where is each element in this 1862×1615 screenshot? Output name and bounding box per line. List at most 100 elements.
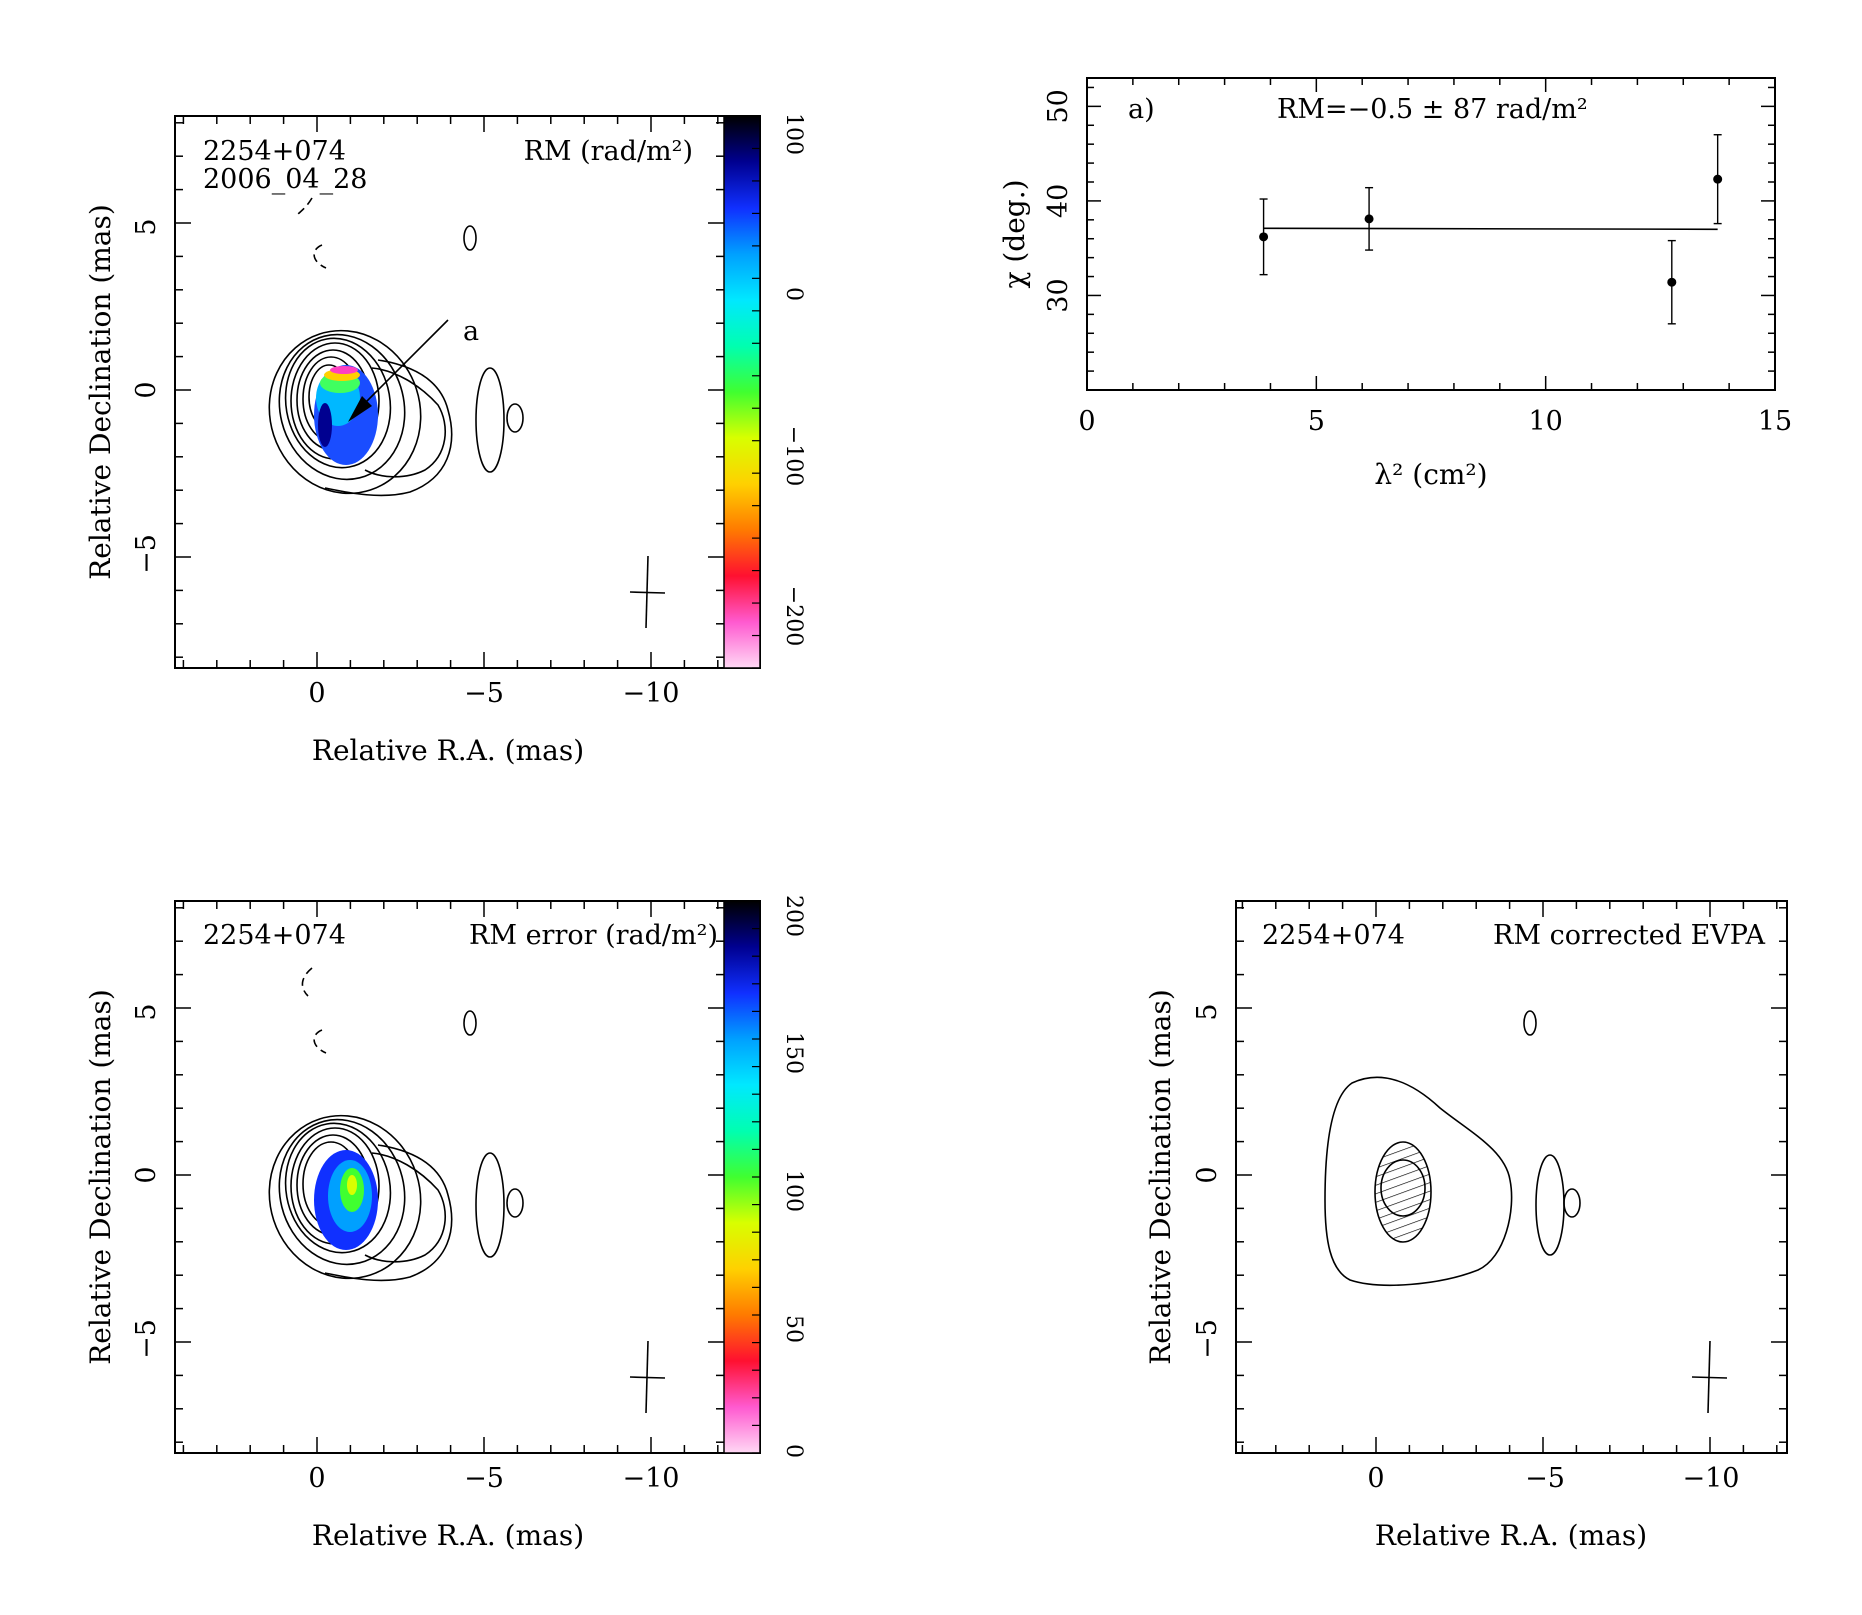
evpa-map-xticklabels: 0 −5 −10: [1367, 1463, 1739, 1494]
y-tick-label: 40: [1043, 184, 1074, 218]
y-tick-label: 5: [131, 1003, 162, 1020]
arrow-shaft: [357, 319, 449, 411]
rm-colorbar-label: −200: [781, 586, 806, 646]
x-tick-label: −5: [1525, 1463, 1565, 1494]
rm-map-source: 2254+074: [203, 136, 346, 167]
y-tick-label: 50: [1043, 89, 1074, 123]
contour-knot: [1535, 1154, 1565, 1256]
rm-map-xticklabels: 0 −5 −10: [308, 678, 679, 709]
rm-map-color-blob: [314, 365, 378, 465]
rm-error-colorbar-label: 0: [781, 1444, 806, 1458]
beam-minor: [1691, 1376, 1728, 1379]
rm-fit-yticklabels: 30 40 50: [1043, 89, 1074, 312]
x-tick-label: 15: [1758, 406, 1792, 437]
rm-error-map-yticklabels: −5 0 5: [131, 1003, 162, 1359]
rm-colorbar-label: −100: [781, 426, 806, 486]
x-tick-label: −10: [623, 678, 680, 709]
contour-knot-small: [506, 1188, 524, 1218]
y-tick-label: 0: [131, 381, 162, 398]
rm-blob-dark: [318, 403, 332, 447]
contour-knot-small: [506, 403, 524, 433]
x-tick-label: −5: [464, 678, 504, 709]
rm-error-map-tick-marks: [175, 901, 724, 1453]
rm-error-map-ylabel: Relative Declination (mas): [84, 989, 117, 1365]
rm-map-tick-marks: [175, 116, 724, 668]
rm-error-map-frame: [174, 900, 761, 1454]
contour-knot: [475, 367, 505, 473]
data-point: [1713, 174, 1723, 184]
contour-jet: [364, 367, 446, 478]
data-point: [1667, 277, 1677, 287]
rm-fit-xticklabels: 0 5 10 15: [1078, 406, 1792, 437]
rm-error-color-blob: [314, 1150, 378, 1250]
contour-negative: [301, 967, 313, 997]
rm-error-colorbar-label: 100: [781, 1170, 806, 1212]
x-tick-label: 0: [1078, 406, 1095, 437]
rm-map-ylabel: Relative Declination (mas): [84, 204, 117, 580]
evpa-map-source: 2254+074: [1262, 920, 1405, 951]
rm-fit-frame: [1086, 77, 1776, 391]
contour-negative: [313, 244, 327, 269]
y-tick-label: 5: [131, 218, 162, 235]
evpa-map-frame: [1235, 900, 1788, 1454]
x-tick-label: 10: [1528, 406, 1562, 437]
x-tick-label: 0: [308, 1463, 325, 1494]
x-tick-label: 0: [308, 678, 325, 709]
rm-map-frame: [174, 115, 761, 669]
rm-colorbar-label: 100: [781, 113, 806, 155]
contour-outer: [268, 329, 422, 495]
rm-map-contours: [268, 197, 524, 497]
rm-error-map-quantity-label: RM error (rad/m²): [469, 920, 718, 951]
evpa-map-quantity-label: RM corrected EVPA: [1493, 920, 1765, 951]
rm-blob-magenta: [330, 366, 358, 374]
rm-fit-points: [1259, 134, 1723, 325]
contour-jet: [364, 1152, 446, 1263]
rm-fit-tick-marks: [1086, 78, 1776, 390]
evpa-map-panel: 2254+074 RM corrected EVPA 0 −5 −10 −5 0…: [1144, 900, 1788, 1552]
rm-error-map-beam: [629, 1340, 666, 1414]
rm-map-panel: a 2254+074 2006_04_28 RM (rad/m²) 0 −5 −…: [84, 113, 806, 767]
x-tick-label: 5: [1308, 406, 1325, 437]
contour: [278, 333, 406, 481]
rm-map-xlabel: Relative R.A. (mas): [312, 734, 584, 767]
rm-error-colorbar-label: 200: [781, 895, 806, 937]
rm-error-colorbar: 200 150 100 50 0: [723, 895, 806, 1458]
rm-map-quantity-label: RM (rad/m²): [524, 136, 693, 167]
contour-outer: [268, 1114, 422, 1280]
contour-small: [463, 1010, 477, 1036]
beam-minor: [629, 1376, 666, 1379]
evpa-map-xlabel: Relative R.A. (mas): [1375, 1519, 1647, 1552]
rm-colorbar-fill: [723, 115, 761, 669]
x-tick-label: −10: [1683, 1463, 1740, 1494]
rm-fit-panel-label: a): [1128, 94, 1155, 125]
contour-jet-outer: [324, 359, 453, 497]
contour: [284, 1122, 392, 1254]
data-point: [1259, 232, 1269, 242]
contour-outer: [1324, 1076, 1513, 1286]
contour-jet-outer: [324, 1144, 453, 1282]
rm-fit-panel: 0 5 10 15 30 40 50 a) RM=−0.5 ± 87 rad/m² λ² …: [998, 77, 1792, 491]
rm-map-arrow: a: [348, 316, 479, 422]
y-tick-label: 30: [1043, 278, 1074, 312]
rm-fit-xlabel: λ² (cm²): [1374, 458, 1487, 491]
rm-error-colorbar-label: 50: [781, 1315, 806, 1343]
rm-error-map-source: 2254+074: [203, 920, 346, 951]
contour: [278, 1118, 406, 1266]
rm-colorbar: 100 0 −100 −200: [723, 113, 806, 669]
contour-knot: [475, 1152, 505, 1258]
y-tick-label: −5: [1192, 1319, 1223, 1359]
rm-fit-value: RM=−0.5 ± 87 rad/m²: [1277, 94, 1588, 125]
contour: [284, 337, 392, 469]
x-tick-label: −10: [623, 1463, 680, 1494]
rm-map-yticklabels: −5 0 5: [131, 218, 162, 574]
y-tick-label: −5: [131, 534, 162, 574]
rm-map-date: 2006_04_28: [203, 164, 367, 195]
arrow-head: [348, 396, 372, 422]
data-point: [1364, 214, 1374, 224]
contour-negative: [313, 1029, 327, 1054]
evpa-map-tick-marks: [1236, 901, 1787, 1453]
evpa-map-beam: [1691, 1340, 1728, 1414]
y-tick-label: 0: [131, 1166, 162, 1183]
rm-fit-ylabel: χ (deg.): [998, 179, 1031, 288]
